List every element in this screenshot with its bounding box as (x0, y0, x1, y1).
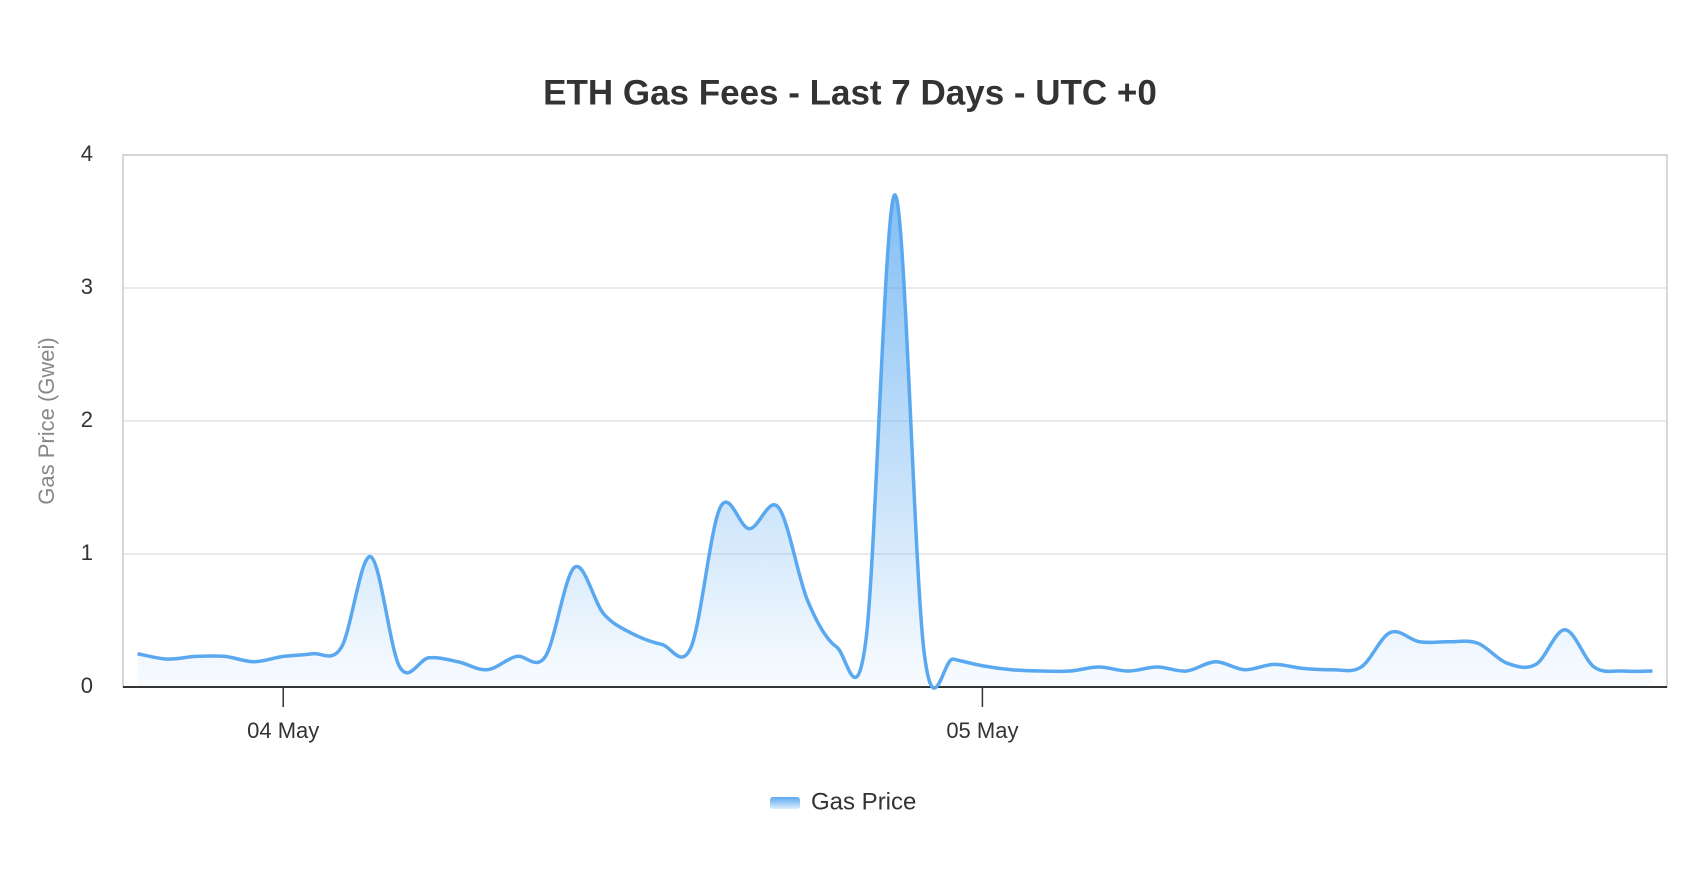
legend-swatch (770, 797, 800, 809)
area-fill (137, 194, 1653, 689)
line (137, 193, 1653, 690)
x-tick-label: 05 May (946, 718, 1018, 743)
y-tick-label: 4 (81, 141, 93, 166)
x-tick-label: 04 May (247, 718, 319, 743)
y-tick-label: 1 (81, 540, 93, 565)
y-tick-label: 0 (81, 673, 93, 698)
y-tick-label: 3 (81, 274, 93, 299)
chart-title: ETH Gas Fees - Last 7 Days - UTC +0 (543, 73, 1157, 112)
y-tick-label: 2 (81, 407, 93, 432)
legend-label: Gas Price (811, 788, 916, 815)
y-axis-label: Gas Price (Gwei) (34, 337, 59, 504)
